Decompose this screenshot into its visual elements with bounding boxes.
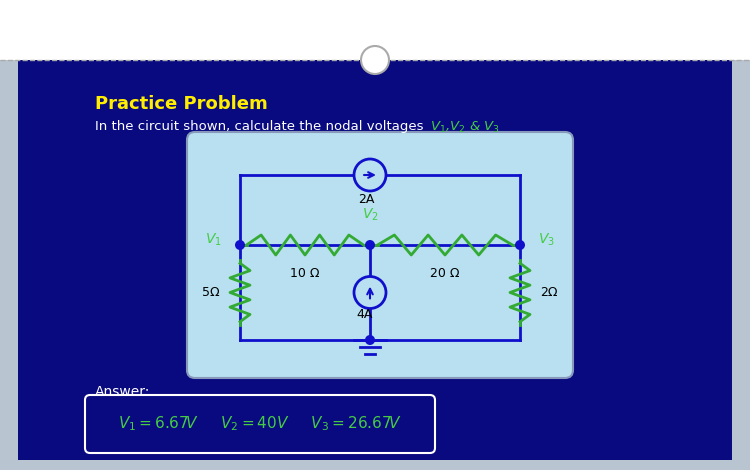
Text: 4A: 4A	[356, 308, 372, 321]
Text: 10 Ω: 10 Ω	[290, 267, 320, 280]
Circle shape	[235, 240, 245, 250]
FancyBboxPatch shape	[85, 395, 435, 453]
Circle shape	[361, 46, 389, 74]
Text: In the circuit shown, calculate the nodal voltages: In the circuit shown, calculate the noda…	[95, 120, 427, 133]
FancyBboxPatch shape	[187, 132, 573, 378]
Text: $V_1$: $V_1$	[206, 232, 222, 248]
Text: $V_1$,$V_2$ & $V_3$: $V_1$,$V_2$ & $V_3$	[430, 120, 500, 135]
Text: 2A: 2A	[358, 193, 374, 206]
Text: Practice Problem: Practice Problem	[95, 95, 268, 113]
FancyBboxPatch shape	[0, 0, 750, 60]
Circle shape	[365, 335, 375, 345]
Text: $V_3$: $V_3$	[538, 232, 555, 248]
Text: Answer:: Answer:	[95, 385, 150, 399]
Circle shape	[354, 276, 386, 308]
Text: $V_2$: $V_2$	[362, 207, 378, 223]
FancyBboxPatch shape	[18, 60, 732, 460]
Text: 2Ω: 2Ω	[540, 286, 557, 299]
Circle shape	[365, 240, 375, 250]
Circle shape	[515, 240, 525, 250]
Circle shape	[354, 159, 386, 191]
Text: 5Ω: 5Ω	[202, 286, 220, 299]
Text: $V_1=6.67V$     $V_2=40V$     $V_3=26.67V$: $V_1=6.67V$ $V_2=40V$ $V_3=26.67V$	[118, 415, 402, 433]
Text: 20 Ω: 20 Ω	[430, 267, 460, 280]
